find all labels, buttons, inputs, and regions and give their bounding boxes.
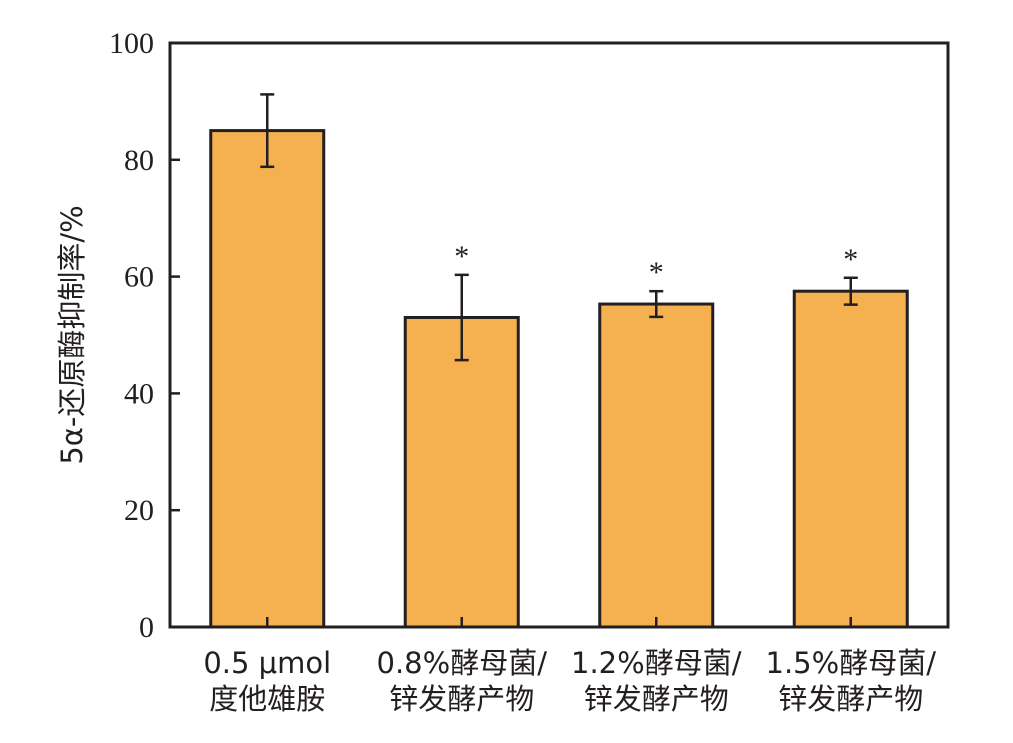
plot-frame bbox=[168, 41, 950, 629]
significance-markers-layer: * * * bbox=[454, 240, 858, 289]
significance-marker: * bbox=[649, 256, 664, 289]
x-tick-label: 1.5%酵母菌/锌发酵产物 bbox=[766, 646, 937, 716]
bar bbox=[209, 129, 326, 629]
y-tick-label: 0 bbox=[139, 611, 154, 644]
x-tick-label: 0.8%酵母菌/锌发酵产物 bbox=[377, 646, 548, 716]
y-tick-label: 100 bbox=[109, 27, 154, 60]
error-bar bbox=[649, 289, 664, 319]
significance-marker: * bbox=[843, 243, 858, 276]
bar bbox=[403, 315, 520, 629]
error-bars-layer bbox=[260, 93, 858, 362]
x-tick-label: 1.2%酵母菌/锌发酵产物 bbox=[571, 646, 742, 716]
y-tick-label: 20 bbox=[124, 494, 154, 527]
bar bbox=[598, 302, 715, 629]
y-tick-label: 60 bbox=[124, 261, 154, 294]
bars-layer bbox=[209, 129, 909, 629]
y-tick-label: 80 bbox=[124, 144, 154, 177]
bar bbox=[792, 289, 909, 629]
error-bar bbox=[260, 93, 275, 169]
significance-marker: * bbox=[454, 240, 469, 273]
error-bar bbox=[843, 276, 858, 306]
x-axis: 0.5 μmol 度他雄胺 0.8%酵母菌/锌发酵产物 1.2%酵母菌/锌发酵产物 1.… bbox=[203, 617, 936, 716]
y-tick-label: 40 bbox=[124, 377, 154, 410]
error-bar bbox=[454, 273, 469, 362]
y-axis: 0 20 40 60 80 100 bbox=[109, 27, 180, 644]
y-axis-label: 5α-还原酶抑制率/% bbox=[55, 205, 89, 464]
x-tick-label: 0.5 μmol 度他雄胺 bbox=[203, 646, 331, 716]
